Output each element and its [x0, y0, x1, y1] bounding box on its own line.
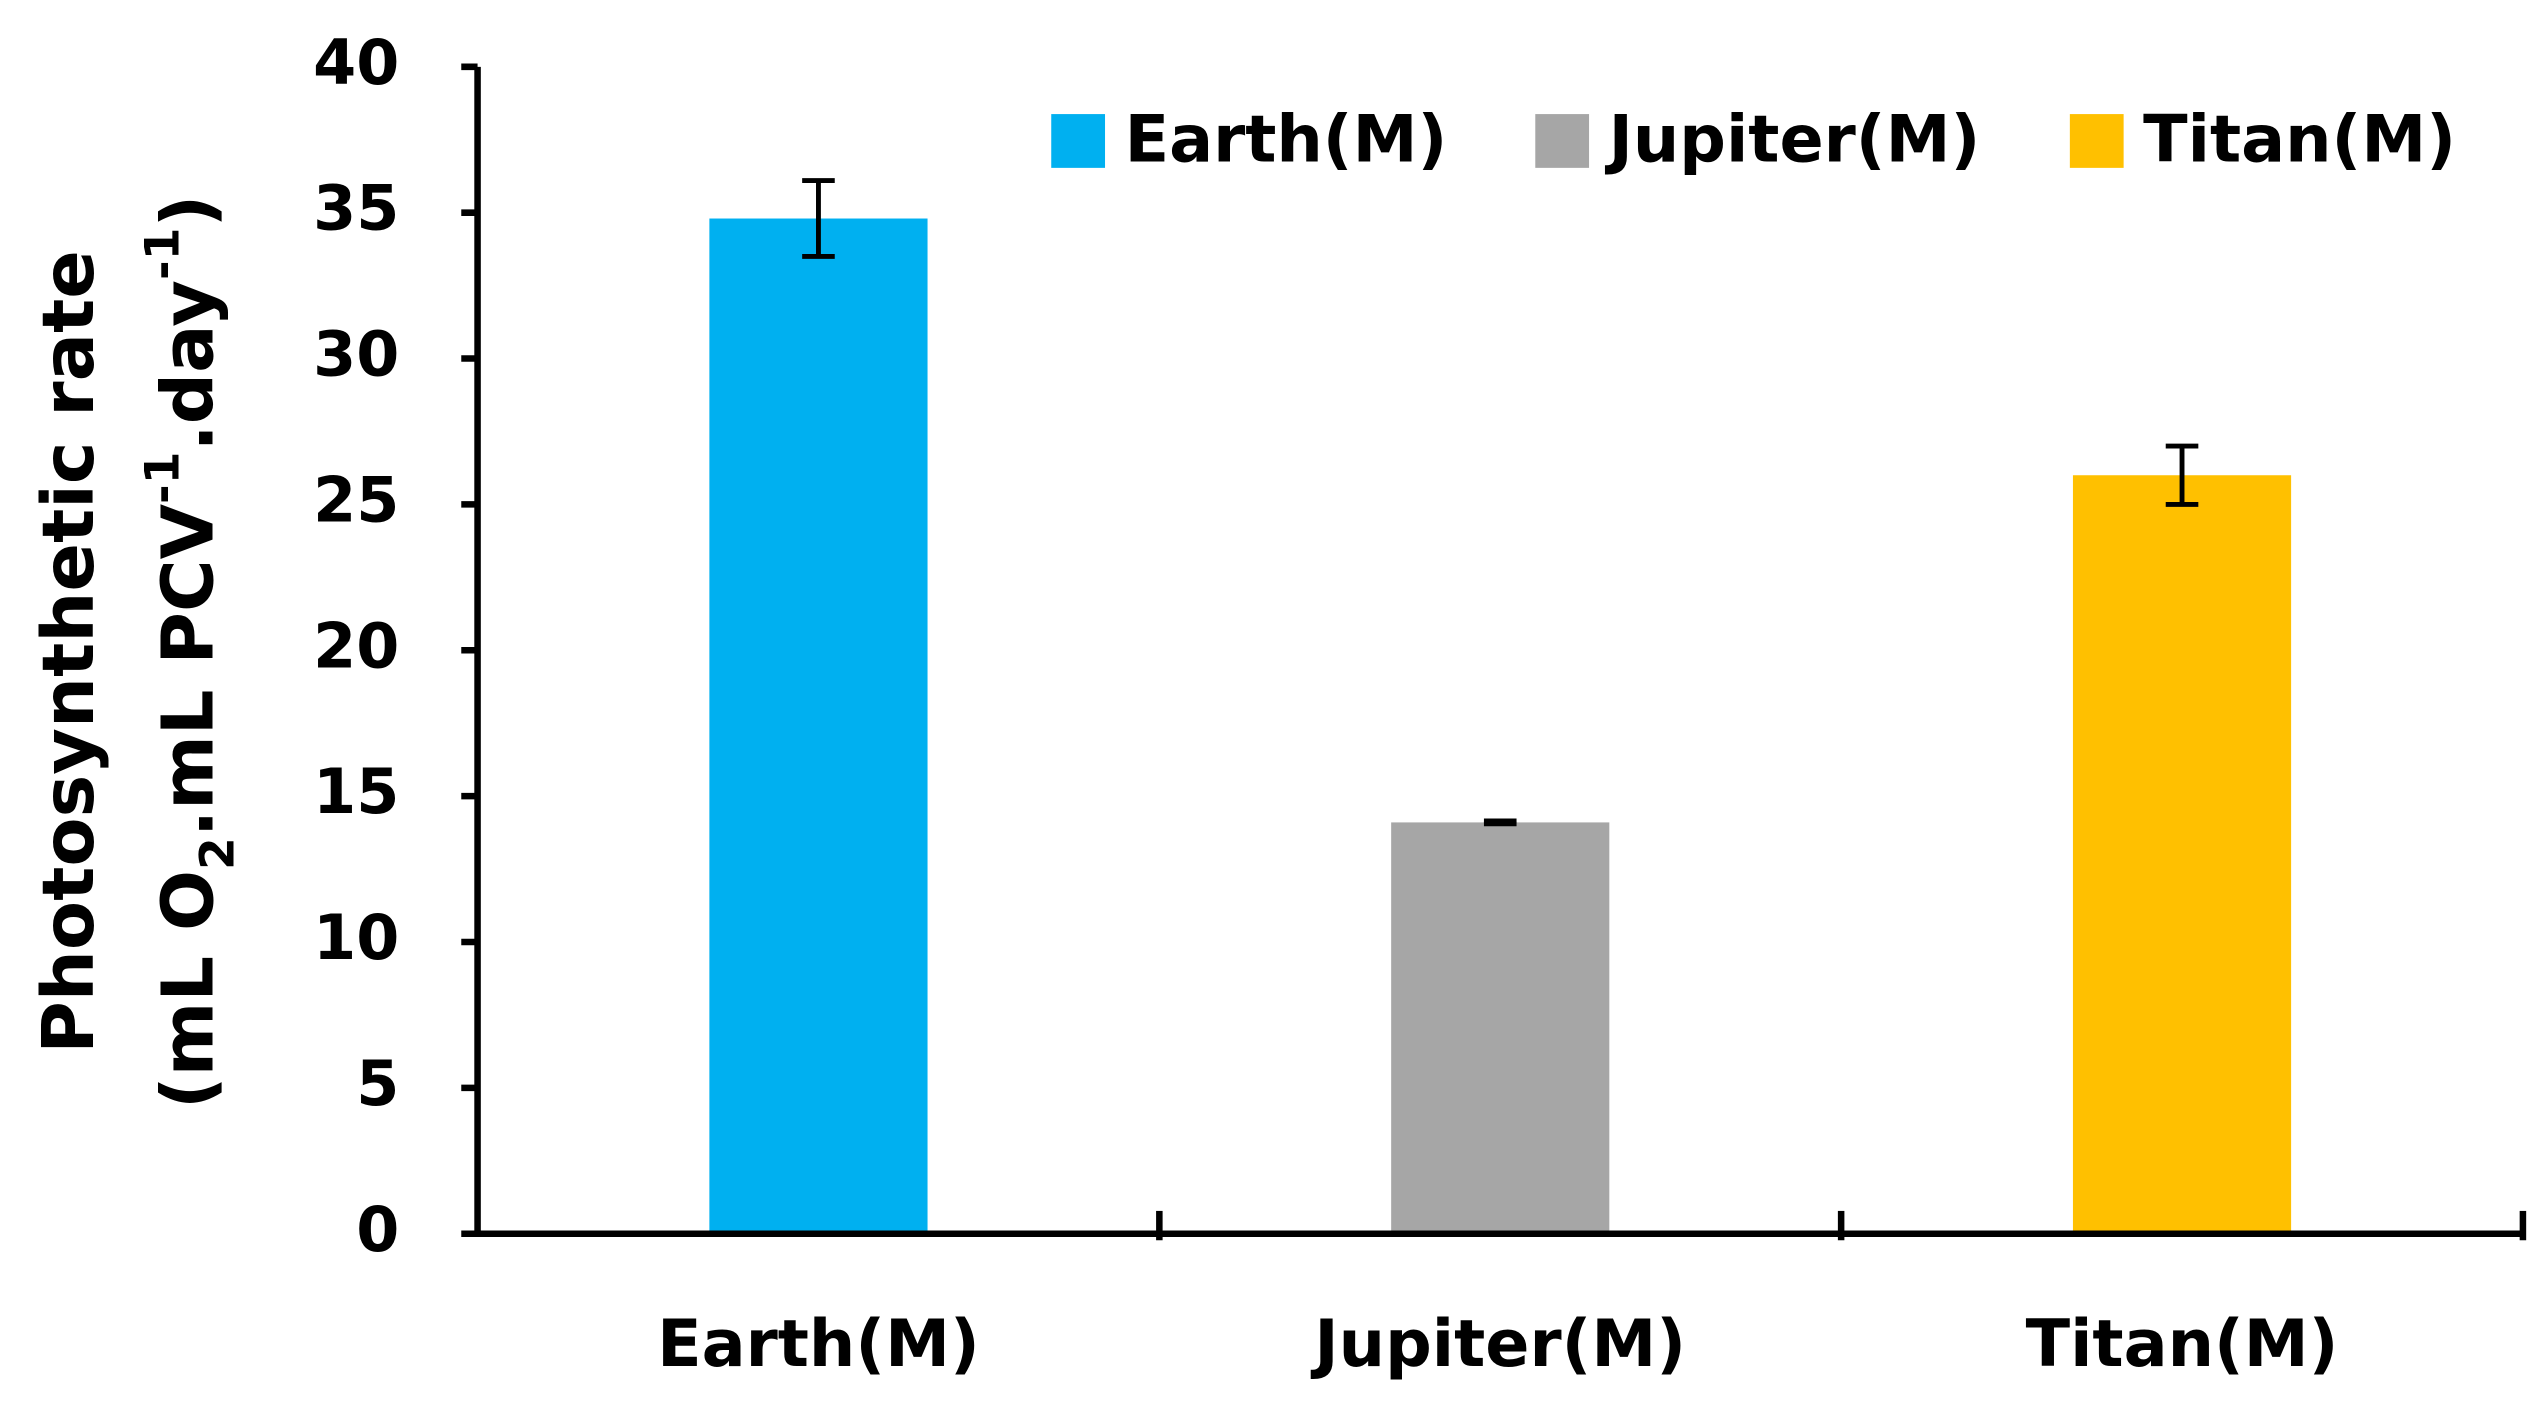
error-bar [2165, 443, 2199, 507]
y-axis-title-part: -1 [135, 227, 190, 279]
y-tick-label: 0 [356, 1194, 399, 1266]
bar [1391, 822, 1610, 1234]
legend-swatch [2069, 114, 2124, 168]
y-tick-label: 30 [313, 319, 399, 391]
y-tick-label: 10 [313, 902, 399, 974]
y-axis-title-part: .day [145, 280, 229, 451]
legend-label: Titan(M) [2143, 101, 2456, 177]
y-axis-title-part: ) [145, 195, 229, 228]
y-tick-label: 35 [313, 173, 399, 245]
x-tick-label: Titan(M) [2026, 1306, 2339, 1382]
y-tick-label: 25 [313, 464, 399, 536]
y-axis-title-part: (mL O [145, 870, 229, 1109]
y-axis-title-part: .mL PCV [145, 503, 229, 837]
error-bar [802, 178, 835, 259]
y-tick-label: 5 [356, 1048, 399, 1120]
legend-label: Earth(M) [1125, 101, 1448, 177]
x-tick-label: Earth(M) [657, 1306, 980, 1382]
y-axis-title: Photosynthetic rate [26, 250, 110, 1054]
bar [709, 218, 928, 1234]
legend-swatch [1051, 114, 1106, 168]
y-tick-label: 40 [313, 27, 399, 99]
bar [2072, 475, 2292, 1234]
y-axis-title-units: (mL O2.mL PCV-1.day-1) [135, 195, 245, 1109]
y-tick-label: 15 [313, 756, 399, 828]
y-axis-title-part: -1 [135, 451, 190, 504]
x-tick-label: Jupiter(M) [1310, 1306, 1686, 1382]
error-bar [1483, 818, 1517, 827]
y-tick-label: 20 [313, 610, 399, 682]
legend-label: Jupiter(M) [1605, 101, 1981, 177]
legend-swatch [1535, 114, 1590, 168]
y-axis-title-part: 2 [190, 837, 245, 870]
